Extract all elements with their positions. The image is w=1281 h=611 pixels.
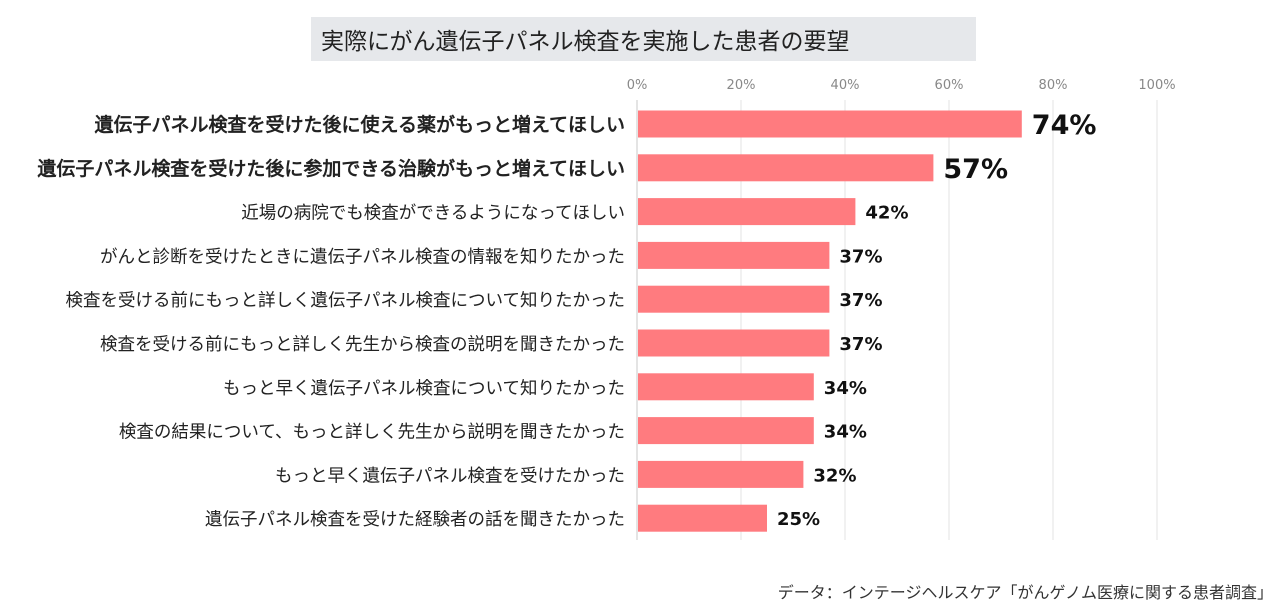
bar — [638, 198, 856, 226]
value-label: 74% — [1032, 110, 1097, 141]
source-note: データ：インテージヘルスケア「がんゲノム医療に関する患者調査」 — [777, 583, 1273, 602]
category-label: 遺伝子パネル検査を受けた後に参加できる治験がもっと増えてほしい — [37, 157, 625, 180]
bar — [638, 373, 814, 401]
category-label: 検査の結果について、もっと詳しく先生から説明を聞きたかった — [119, 423, 625, 443]
value-labels: 74% 57% 42% 37% 37% 37% 34% 34% 32% 25% — [777, 110, 1096, 530]
x-tick-label: 20% — [727, 78, 756, 93]
chart-title: 実際にがん遺伝子パネル検査を実施した患者の要望 — [311, 17, 976, 61]
value-label: 32% — [813, 465, 856, 486]
category-labels: 遺伝子パネル検査を受けた後に使える薬がもっと増えてほしい遺伝子パネル検査を受けた… — [37, 113, 625, 530]
bar — [638, 285, 830, 313]
category-label: もっと早く遺伝子パネル検査について知りたかった — [223, 379, 625, 399]
x-axis-ticks: 0% 20% 40% 60% 80% 100% — [627, 78, 1176, 93]
value-label: 25% — [777, 509, 820, 530]
grid-lines — [636, 100, 1158, 540]
bar — [638, 460, 804, 488]
x-tick-label: 0% — [627, 78, 648, 93]
x-tick-label: 60% — [935, 78, 964, 93]
value-label: 34% — [824, 378, 867, 399]
x-tick-label: 80% — [1039, 78, 1068, 93]
bars — [638, 110, 1022, 532]
category-label: 検査を受ける前にもっと詳しく先生から検査の説明を聞きたかった — [100, 335, 625, 355]
x-tick-label: 100% — [1138, 78, 1175, 93]
bar — [638, 417, 814, 445]
category-label: がんと診断を受けたときに遺伝子パネル検査の情報を知りたかった — [100, 247, 625, 267]
category-label: 遺伝子パネル検査を受けた後に使える薬がもっと増えてほしい — [95, 113, 625, 136]
category-label: もっと早く遺伝子パネル検査を受けたかった — [275, 466, 625, 486]
value-label: 57% — [943, 154, 1008, 185]
value-label: 42% — [865, 203, 908, 224]
bar — [638, 504, 767, 532]
bar — [638, 241, 830, 269]
value-label: 34% — [824, 422, 867, 443]
bar — [638, 154, 934, 182]
category-label: 近場の病院でも検査ができるようになってほしい — [241, 204, 625, 224]
value-label: 37% — [839, 246, 882, 267]
category-label: 遺伝子パネル検査を受けた経験者の話を聞きたかった — [205, 510, 625, 530]
value-label: 37% — [839, 334, 882, 355]
value-label: 37% — [839, 290, 882, 311]
bar — [638, 110, 1022, 138]
bar — [638, 329, 830, 357]
x-tick-label: 40% — [831, 78, 860, 93]
category-label: 検査を受ける前にもっと詳しく遺伝子パネル検査について知りたかった — [66, 291, 625, 311]
